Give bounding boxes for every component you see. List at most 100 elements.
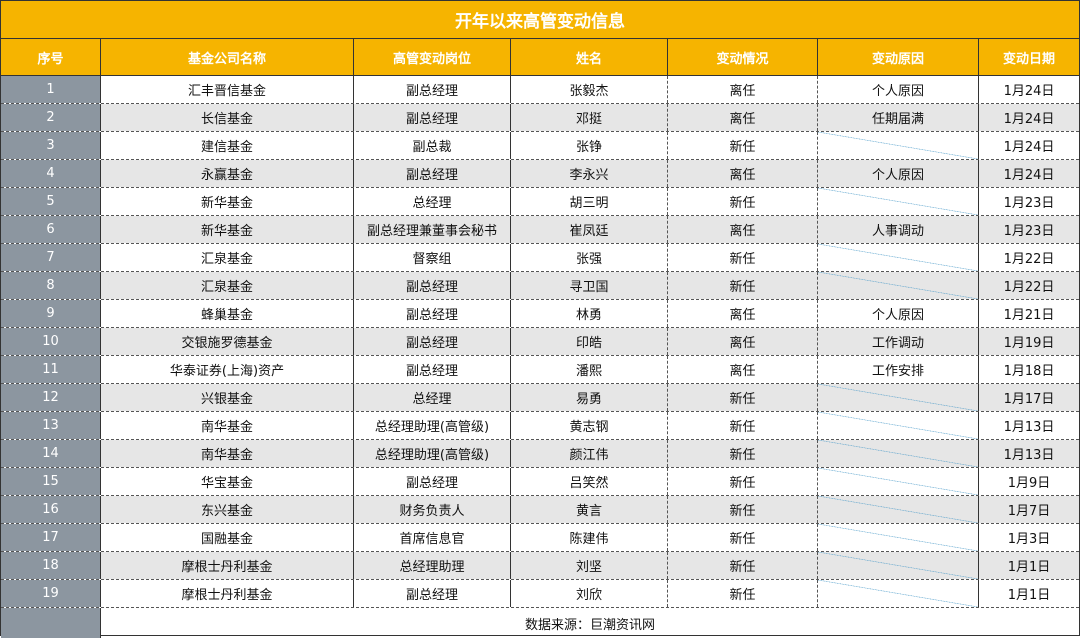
cell-change: 新任 [668,580,818,607]
cell-reason: 个人原因 [818,300,979,327]
table-row: 4 永赢基金 副总经理 李永兴 离任 个人原因 1月24日 [1,160,1079,188]
empty-diagonal [818,132,978,159]
cell-company: 汇泉基金 [101,272,354,299]
cell-date: 1月9日 [1007,476,1051,491]
cell-position: 副总经理 [354,468,511,495]
cell-reason: 任期届满 [818,104,979,131]
cell-change: 新任 [668,244,818,271]
empty-diagonal [818,440,978,467]
cell-reason [818,412,979,439]
cell-name: 黄志钢 [511,412,668,439]
cell-change: 新任 [668,440,818,467]
cell-company: 长信基金 [101,104,354,131]
cell-position: 副总经理 [354,328,511,355]
cell-reason [818,244,979,271]
empty-diagonal [818,272,978,299]
table-row: 1 汇丰晋信基金 副总经理 张毅杰 离任 个人原因 1月24日 [1,76,1079,104]
cell-date: 1月21日 [1003,308,1055,323]
cell-company: 汇泉基金 [101,244,354,271]
cell-position: 总经理助理(高管级) [354,412,511,439]
table-row: 18 摩根士丹利基金 总经理助理 刘坚 新任 1月1日 [1,552,1079,580]
header-name: 姓名 [511,39,668,75]
cell-position: 总经理助理(高管级) [354,440,511,467]
cell-change: 新任 [668,552,818,579]
cell-name: 颜江伟 [511,440,668,467]
table-row: 11 华泰证券(上海)资产 副总经理 潘熙 离任 工作安排 1月18日 [1,356,1079,384]
cell-reason: 人事调动 [818,216,979,243]
cell-date: 1月24日 [1003,140,1055,155]
cell-reason [818,468,979,495]
cell-change: 新任 [668,496,818,523]
empty-diagonal [818,244,978,271]
cell-company: 新华基金 [101,216,354,243]
header-index: 序号 [1,39,101,75]
cell-index: 14 [1,440,101,467]
cell-date: 1月24日 [979,104,1079,131]
cell-name: 刘坚 [511,552,668,579]
cell-company: 东兴基金 [101,496,354,523]
cell-position: 副总经理 [354,76,511,103]
cell-date: 1月13日 [979,440,1079,467]
cell-company: 永赢基金 [101,160,354,187]
cell-change: 新任 [668,524,818,551]
cell-position: 财务负责人 [354,496,511,523]
cell-name: 张毅杰 [511,76,668,103]
cell-date: 1月1日 [1007,588,1051,603]
footer-row: 数据来源：巨潮资讯网 [1,608,1079,638]
cell-reason: 个人原因 [818,76,979,103]
table-row: 6 新华基金 副总经理兼董事会秘书 崔凤廷 离任 人事调动 1月23日 [1,216,1079,244]
cell-name: 李永兴 [511,160,668,187]
cell-reason [818,272,979,299]
cell-reason [818,496,979,523]
cell-index: 15 [1,468,101,495]
cell-company: 南华基金 [101,412,354,439]
cell-position: 首席信息官 [354,524,511,551]
cell-index: 4 [1,160,101,187]
cell-index: 6 [1,216,101,243]
cell-index: 19 [1,580,101,607]
cell-index: 11 [1,356,101,383]
cell-company: 蜂巢基金 [101,300,354,327]
cell-company: 南华基金 [101,440,354,467]
cell-index: 10 [1,328,101,355]
cell-reason [818,524,979,551]
cell-company: 国融基金 [101,524,354,551]
cell-index: 1 [1,76,101,103]
empty-diagonal [818,580,978,607]
cell-name: 刘欣 [511,580,668,607]
cell-date: 1月23日 [979,216,1079,243]
empty-diagonal [818,468,978,495]
table-row: 5 新华基金 总经理 胡三明 新任 1月23日 [1,188,1079,216]
table-row: 14 南华基金 总经理助理(高管级) 颜江伟 新任 1月13日 [1,440,1079,468]
cell-position: 副总经理 [354,160,511,187]
cell-index: 12 [1,384,101,411]
cell-date: 1月22日 [979,272,1079,299]
cell-date: 1月24日 [979,160,1079,187]
table-title: 开年以来高管变动信息 [1,1,1079,39]
cell-index: 8 [1,272,101,299]
cell-change: 离任 [668,104,818,131]
cell-change: 新任 [668,412,818,439]
table-row: 13 南华基金 总经理助理(高管级) 黄志钢 新任 1月13日 [1,412,1079,440]
header-position: 高管变动岗位 [354,39,511,75]
cell-date: 1月13日 [1003,420,1055,435]
empty-diagonal [818,412,978,439]
table-row: 2 长信基金 副总经理 邓挺 离任 任期届满 1月24日 [1,104,1079,132]
cell-date: 1月22日 [1003,252,1055,267]
cell-position: 副总裁 [354,132,511,159]
cell-change: 离任 [668,76,818,103]
table-row: 9 蜂巢基金 副总经理 林勇 离任 个人原因 1月21日 [1,300,1079,328]
cell-position: 副总经理 [354,104,511,131]
cell-date: 1月7日 [979,496,1079,523]
cell-change: 离任 [668,216,818,243]
cell-reason [818,580,979,607]
cell-company: 交银施罗德基金 [101,328,354,355]
cell-reason [818,384,979,411]
cell-position: 副总经理 [354,580,511,607]
empty-diagonal [818,552,978,579]
cell-name: 潘熙 [511,356,668,383]
cell-name: 易勇 [511,384,668,411]
cell-company: 摩根士丹利基金 [101,580,354,607]
cell-position: 副总经理 [354,272,511,299]
cell-reason [818,552,979,579]
